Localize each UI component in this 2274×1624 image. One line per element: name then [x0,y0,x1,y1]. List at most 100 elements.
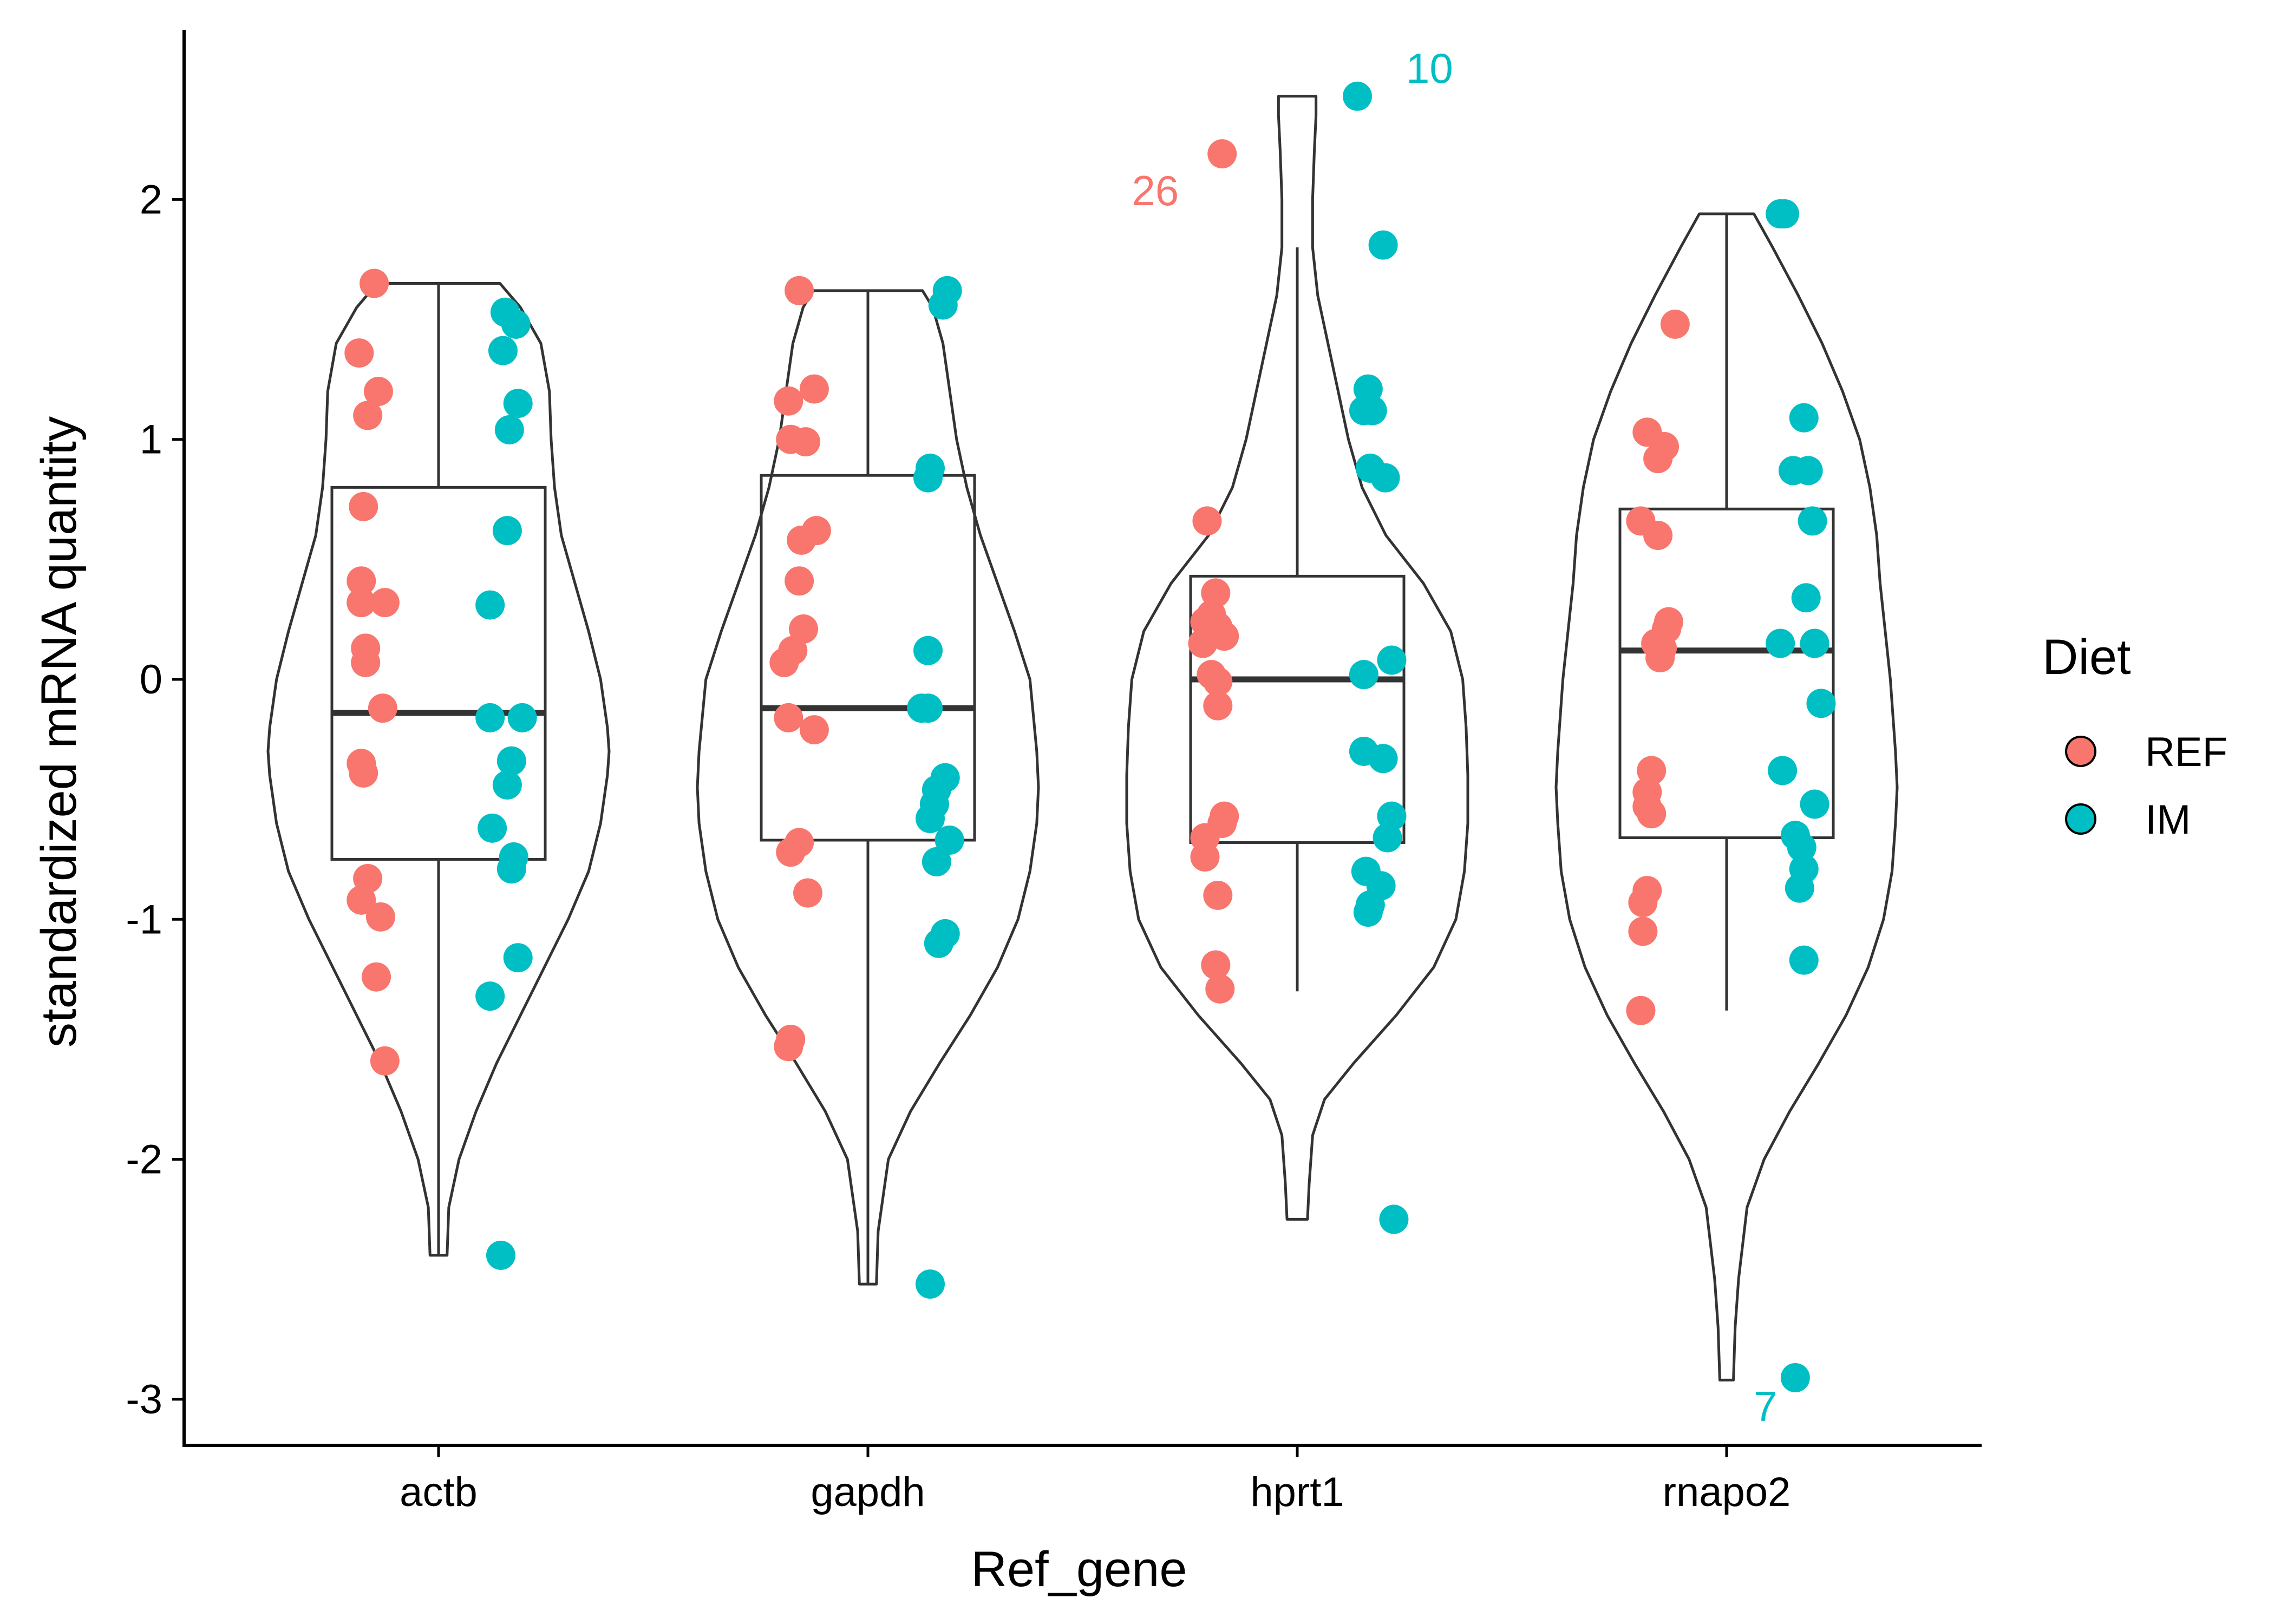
data-point-im [935,826,964,855]
data-point-im [501,309,531,339]
data-point-ref [774,386,803,416]
data-point-ref [370,588,400,618]
data-point-ref [769,647,799,677]
legend-entries: REF IM [2065,729,2227,843]
violin-rnapo2 [1554,212,1899,1381]
legend-title: Diet [2042,630,2131,685]
data-point-ref [360,269,389,298]
data-point-ref [1205,974,1235,1004]
data-point-ref [1203,880,1233,910]
data-point-ref [351,647,381,677]
data-point-im [494,415,524,444]
data-point-im [922,847,951,876]
data-point-im [488,336,518,365]
data-point-im [1357,396,1387,425]
data-point-im [1793,456,1823,486]
data-point-ref [785,276,814,305]
data-point-ref [368,693,397,723]
data-point-ref [774,703,803,732]
violin-hprt1 [1125,95,1469,1221]
data-point-im [496,746,526,776]
y-tick-label: -2 [126,1137,162,1183]
data-point-im [486,1240,515,1270]
x-tick-label: hprt1 [1250,1469,1344,1515]
data-point-ref [793,878,822,908]
data-point-im [492,516,522,546]
data-point-im [915,804,945,834]
data-point-ref [365,902,395,932]
x-tick-label: gapdh [811,1469,925,1515]
y-tick-label: 2 [140,176,162,222]
data-point-ref [789,614,819,644]
data-point-im [928,290,958,320]
data-point-ref [787,525,816,555]
box-iqr [760,474,976,842]
data-point-im [496,854,526,884]
y-tick-label: 0 [140,657,162,703]
data-point-ref [362,962,391,992]
data-point-ref [363,377,393,407]
data-point-im [1785,873,1814,903]
data-point-im [913,463,943,493]
data-point-im [1349,660,1378,690]
data-point-im [1379,1204,1409,1234]
data-point-im [475,981,505,1011]
data-point-ref [1643,521,1673,551]
boxplot-actb [330,283,547,1255]
data-point-ref [353,401,383,430]
box-iqr [1189,574,1406,844]
data-point-ref [370,1046,400,1076]
data-point-ref [1628,888,1658,918]
data-point-ref [774,1032,803,1062]
data-point-ref [347,566,376,596]
data-point-im [1780,1363,1810,1393]
data-point-ref [1203,667,1233,697]
box-iqr [1618,507,1835,840]
data-point-im [1353,898,1383,927]
data-point-im [1791,583,1821,613]
data-point-ref [1660,309,1690,339]
data-point-ref [1203,691,1233,721]
data-point-im [1368,744,1398,774]
data-point-im [475,703,505,732]
data-point-ref [1645,643,1675,673]
legend-label-ref: REF [2145,729,2227,775]
outlier-label: 10 [1406,44,1453,92]
data-point-ref [347,885,376,915]
data-point-im [1370,463,1400,493]
data-point-im [1789,945,1819,975]
data-point-ref [785,566,814,596]
data-point-ref [1637,799,1667,829]
y-tick-label: 1 [140,417,162,463]
data-point-ref [1192,506,1222,536]
data-point-ref [1207,139,1237,169]
outlier-label: 26 [1132,167,1179,214]
data-point-im [1768,756,1798,785]
y-axis-title: standardized mRNA quantity [31,416,87,1047]
data-point-im [503,943,533,973]
data-point-im [913,693,943,723]
data-point-ref [799,374,829,404]
x-axis-title: Ref_gene [971,1542,1187,1597]
data-point-ref [1643,444,1673,474]
legend-label-im: IM [2145,797,2191,843]
data-point-ref [349,758,378,788]
data-point-im [1787,833,1816,862]
data-point-ref [1628,916,1658,946]
data-point-ref [799,715,829,745]
data-point-im [1789,403,1819,433]
data-point-im [1770,199,1800,228]
data-point-im [1798,506,1827,536]
data-point-ref [347,588,376,618]
data-point-ref [1190,842,1220,872]
box-iqr [330,486,547,861]
data-point-ref [1626,996,1656,1025]
data-point-ref [1201,950,1231,980]
data-point-im [475,590,505,620]
y-tick-label: -1 [126,896,162,942]
data-point-ref [344,338,374,368]
data-point-im [913,636,943,665]
data-point-im [507,703,537,732]
legend-swatch-im [2065,803,2096,835]
